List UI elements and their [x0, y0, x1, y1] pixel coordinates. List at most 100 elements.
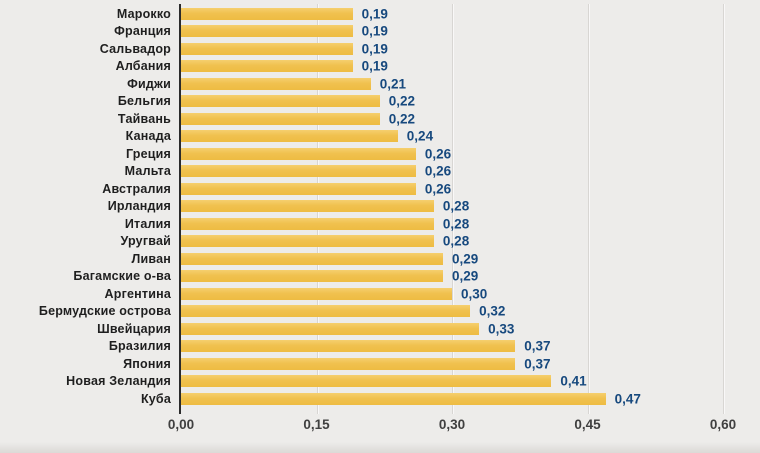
category-label: Бразилия [108, 339, 171, 354]
bar-track: 0,41 [181, 373, 723, 389]
bar-row: Австралия 0,26 [0, 180, 760, 198]
category-label: Швейцария [97, 321, 171, 336]
value-label: 0,30 [461, 286, 488, 302]
bar [181, 25, 353, 38]
category-label: Фиджи [127, 76, 171, 91]
bar-row: Новая Зеландия 0,41 [0, 373, 760, 391]
value-label: 0,29 [451, 251, 479, 267]
bar-rows: Марокко 0,19 Франция 0,19 Сальвадор 0,19 Албан… [0, 5, 760, 408]
value-label: 0,21 [379, 76, 406, 92]
x-tick-label: 0,30 [438, 417, 466, 432]
value-label: 0,22 [388, 111, 415, 127]
bar-row: Бразилия 0,37 [0, 338, 760, 356]
category-label: Бельгия [117, 94, 171, 109]
bar-row: Швейцария 0,33 [0, 320, 760, 338]
category-label: Франция [114, 24, 171, 39]
category-label: Багамские о-ва [73, 269, 171, 284]
bar-row: Тайвань 0,22 [0, 110, 760, 128]
bar [181, 270, 443, 283]
gridline [587, 4, 589, 414]
bar-track: 0,22 [181, 93, 723, 109]
bar-row: Канада 0,24 [0, 128, 760, 146]
category-label: Сальвадор [99, 41, 171, 56]
bar [181, 392, 606, 405]
category-label: Италия [124, 216, 171, 231]
bar-row: Аргентина 0,30 [0, 285, 760, 303]
bar-track: 0,33 [181, 321, 723, 337]
x-tick-label: 0,60 [709, 417, 737, 432]
bar-row: Ирландия 0,28 [0, 198, 760, 216]
bar-row: Мальта 0,26 [0, 163, 760, 181]
bar [181, 287, 452, 300]
bar-track: 0,19 [181, 41, 723, 57]
bar-row: Уругвай 0,28 [0, 233, 760, 251]
bar [181, 340, 516, 353]
bar [181, 357, 516, 370]
bar [181, 42, 353, 55]
value-label: 0,37 [524, 356, 551, 372]
bar-row: Албания 0,19 [0, 58, 760, 76]
category-label: Япония [123, 356, 171, 371]
bar [181, 182, 416, 195]
bar-track: 0,26 [181, 163, 723, 179]
x-tick-label: 0,15 [303, 417, 330, 432]
bar [181, 322, 480, 335]
bar-track: 0,37 [181, 338, 723, 354]
bar [181, 235, 434, 248]
bar [181, 305, 471, 318]
bar [181, 147, 416, 160]
value-label: 0,47 [614, 391, 641, 407]
category-label: Канада [125, 129, 171, 144]
bar [181, 112, 380, 125]
bar-row: Куба 0,47 [0, 390, 760, 408]
bar-track: 0,19 [181, 23, 723, 39]
category-label: Греция [125, 146, 171, 161]
category-label: Марокко [116, 6, 171, 21]
value-label: 0,19 [361, 6, 388, 22]
bar-track: 0,24 [181, 128, 723, 144]
bar-track: 0,28 [181, 216, 723, 231]
bar-row: Ливан 0,29 [0, 250, 760, 268]
value-label: 0,24 [406, 128, 434, 144]
bar-row: Греция 0,26 [0, 145, 760, 163]
value-label: 0,37 [524, 338, 551, 354]
bar-track: 0,26 [181, 146, 723, 161]
bar-track: 0,29 [181, 268, 723, 284]
bar [181, 217, 434, 230]
value-label: 0,26 [424, 181, 452, 197]
bar [181, 77, 371, 90]
bar-track: 0,47 [181, 391, 723, 407]
bar [181, 7, 353, 20]
value-label: 0,33 [488, 321, 515, 337]
gridline [452, 4, 453, 414]
bar [181, 252, 443, 265]
value-label: 0,29 [451, 268, 479, 284]
value-label: 0,22 [388, 93, 415, 109]
value-label: 0,41 [560, 373, 587, 389]
bar-row: Япония 0,37 [0, 355, 760, 373]
bar-track: 0,21 [181, 76, 723, 92]
category-label: Ирландия [107, 199, 171, 214]
bar [181, 60, 353, 73]
bar [181, 165, 416, 178]
category-label: Ливан [131, 251, 171, 266]
gridline [723, 4, 724, 414]
value-label: 0,19 [361, 41, 388, 57]
value-label: 0,19 [361, 23, 388, 39]
bar-row: Бельгия 0,22 [0, 93, 760, 111]
value-label: 0,32 [479, 303, 506, 319]
bar-track: 0,22 [181, 111, 723, 127]
bar-row: Сальвадор 0,19 [0, 40, 760, 58]
bar [181, 200, 434, 213]
value-label: 0,26 [424, 163, 452, 179]
bar [181, 130, 398, 143]
bar-track: 0,32 [181, 303, 723, 319]
bar-row: Италия 0,28 [0, 215, 760, 233]
bar-row: Марокко 0,19 [0, 5, 760, 23]
category-label: Аргентина [104, 286, 171, 301]
x-axis: 0,00 0,15 0,30 0,45 0,60 [168, 417, 736, 437]
bar-track: 0,19 [181, 6, 723, 22]
bar-track: 0,30 [181, 286, 723, 302]
bar [181, 375, 552, 388]
